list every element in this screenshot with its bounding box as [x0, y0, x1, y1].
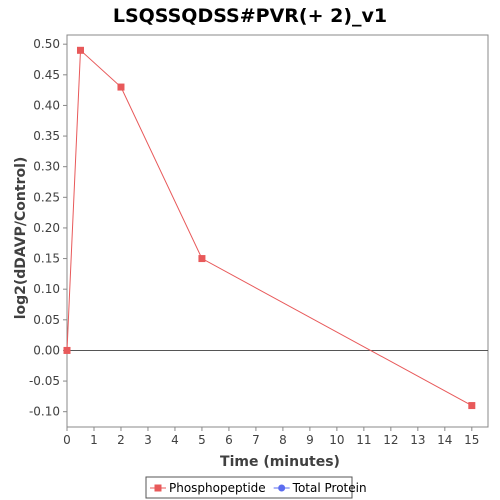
x-tick-label: 7: [252, 433, 260, 447]
legend-swatch-marker: [154, 484, 162, 492]
x-tick-label: 13: [410, 433, 425, 447]
legend-swatch-marker: [278, 484, 286, 492]
legend-label: Total Protein: [292, 481, 367, 495]
y-tick-label: 0.35: [33, 129, 60, 143]
y-tick-label: 0.30: [33, 160, 60, 174]
x-tick-label: 0: [63, 433, 71, 447]
x-tick-label: 11: [356, 433, 371, 447]
data-point: [198, 255, 206, 263]
y-tick-label: 0.15: [33, 252, 60, 266]
plot-background: [66, 34, 489, 428]
chart-title: LSQSSQDSS#PVR(+ 2)_v1: [113, 5, 387, 27]
x-tick-label: 3: [144, 433, 152, 447]
x-tick-label: 2: [117, 433, 125, 447]
x-tick-label: 15: [464, 433, 479, 447]
y-tick-label: -0.10: [29, 405, 60, 419]
y-tick-label: 0.40: [33, 98, 60, 112]
y-tick-label: 0.45: [33, 68, 60, 82]
x-tick-label: 6: [225, 433, 233, 447]
y-tick-label: 0.00: [33, 343, 60, 357]
legend: Phosphopeptide Total Protein: [145, 476, 367, 499]
y-tick-label: 0.05: [33, 313, 60, 327]
x-tick-label: 5: [198, 433, 206, 447]
x-tick-label: 12: [383, 433, 398, 447]
x-tick-label: 9: [306, 433, 314, 447]
x-tick-label: 8: [279, 433, 287, 447]
series-layer: [63, 46, 476, 410]
y-tick-label: 0.25: [33, 190, 60, 204]
x-tick-label: 4: [171, 433, 179, 447]
legend-label: Phosphopeptide: [169, 481, 266, 495]
x-tick-label: 14: [437, 433, 452, 447]
x-axis: 0 1 2 3 4 5 6 7 8 9 10 11 12 13 14 15: [63, 427, 479, 447]
y-tick-label: 0.20: [33, 221, 60, 235]
y-tick-label: -0.05: [29, 374, 60, 388]
data-point: [63, 346, 71, 354]
data-point: [468, 402, 476, 410]
x-tick-label: 1: [90, 433, 98, 447]
y-axis: -0.10 -0.05 0.00 0.05 0.10 0.15 0.20 0.25 0.30 0.…: [29, 37, 67, 419]
x-axis-label: Time (minutes): [220, 454, 340, 470]
y-tick-label: 0.50: [33, 37, 60, 51]
y-tick-label: 0.10: [33, 282, 60, 296]
x-tick-label: 10: [329, 433, 344, 447]
y-axis-label: log2(dDAVP/Control): [13, 157, 29, 320]
data-point: [117, 83, 125, 91]
data-point: [76, 46, 84, 54]
plot-area: [66, 34, 489, 428]
legend-box: [145, 476, 353, 499]
